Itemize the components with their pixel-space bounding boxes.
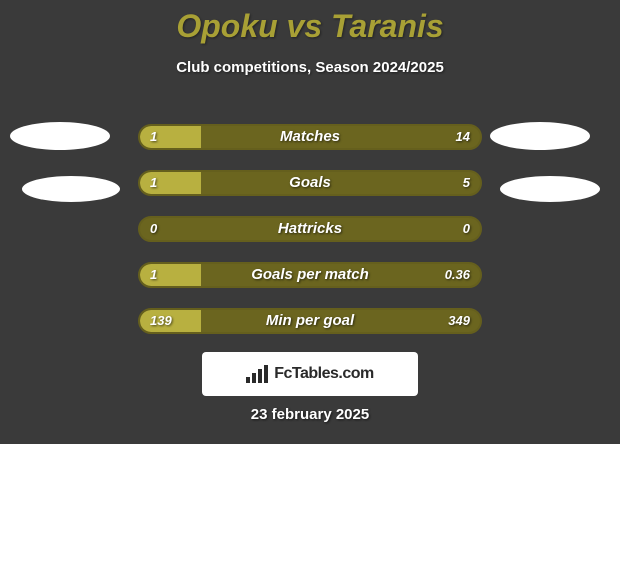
stats-container: 1 Matches 14 1 Goals 5 0 Hattricks 0 1 G… <box>138 124 482 354</box>
stat-row-hattricks: 0 Hattricks 0 <box>138 216 482 242</box>
stat-label: Goals per match <box>140 264 480 286</box>
chart-icon <box>246 365 268 383</box>
comparison-card: Opoku vs Taranis Club competitions, Seas… <box>0 0 620 444</box>
stat-right-value: 349 <box>448 310 470 332</box>
stat-row-matches: 1 Matches 14 <box>138 124 482 150</box>
stat-row-goals-per-match: 1 Goals per match 0.36 <box>138 262 482 288</box>
subtitle: Club competitions, Season 2024/2025 <box>0 59 620 76</box>
stat-label: Goals <box>140 172 480 194</box>
stat-right-value: 0 <box>463 218 470 240</box>
stat-right-value: 5 <box>463 172 470 194</box>
player-left-photo-placeholder <box>10 122 110 150</box>
stat-right-value: 0.36 <box>445 264 470 286</box>
stat-row-min-per-goal: 139 Min per goal 349 <box>138 308 482 334</box>
date-label: 23 february 2025 <box>0 406 620 423</box>
stat-label: Matches <box>140 126 480 148</box>
page-title: Opoku vs Taranis <box>0 0 620 45</box>
stat-label: Min per goal <box>140 310 480 332</box>
brand-link[interactable]: FcTables.com <box>202 352 418 396</box>
team-right-logo-placeholder <box>500 176 600 202</box>
stat-right-value: 14 <box>456 126 470 148</box>
brand-text: FcTables.com <box>274 365 374 383</box>
player-right-photo-placeholder <box>490 122 590 150</box>
stat-row-goals: 1 Goals 5 <box>138 170 482 196</box>
stat-label: Hattricks <box>140 218 480 240</box>
team-left-logo-placeholder <box>22 176 120 202</box>
